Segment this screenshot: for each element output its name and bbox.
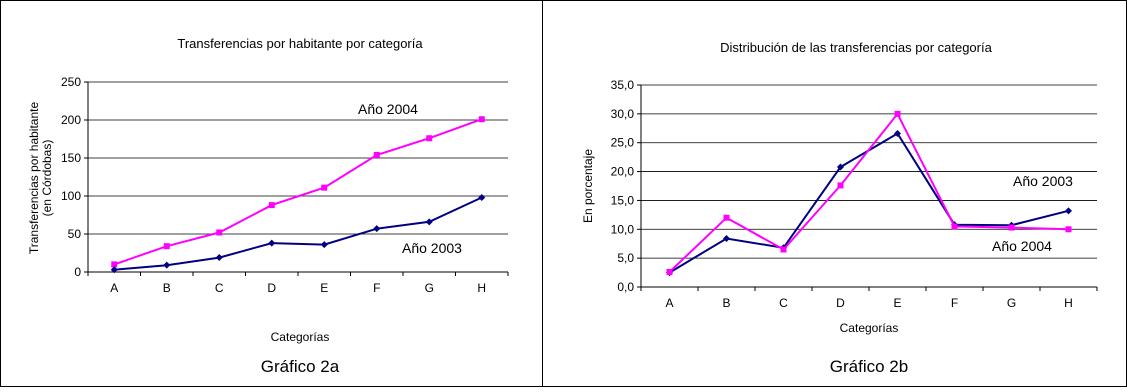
chart-2b-data-point (951, 223, 958, 230)
chart-2a-y-tick-label: 200 (61, 113, 81, 127)
chart-2b-y-tick-label: 35,0 (611, 78, 635, 92)
chart-2a-x-tick-label: F (373, 281, 380, 295)
chart-2b-x-tick-label: H (1064, 296, 1073, 310)
chart-2b-x-tick-label: E (893, 296, 901, 310)
chart-2b-x-tick-label: C (779, 296, 788, 310)
chart-2a-data-point (373, 151, 380, 158)
chart-2b-y-tick-label: 0,0 (617, 280, 634, 294)
chart-2b-y-tick-label: 20,0 (611, 165, 635, 179)
chart-2a: Transferencias por habitante por categor… (27, 36, 509, 376)
chart-2b-x-tick-label: F (951, 296, 958, 310)
chart-2a-y-tick-label: 250 (61, 75, 81, 89)
chart-2a-y-tick-label: 0 (74, 265, 81, 279)
chart-2b-data-point (894, 110, 901, 117)
chart-2b-data-point (1065, 226, 1072, 233)
chart-2b-data-point (723, 235, 730, 243)
chart-2a-x-axis-label: Categorías (271, 330, 330, 344)
chart-2a-series-label-2004: Año 2004 (358, 101, 418, 117)
chart-2a-data-point (426, 135, 433, 142)
chart-2b-x-tick-label: D (836, 296, 845, 310)
chart-2b-x-tick-label: B (722, 296, 730, 310)
chart-2a-data-point (163, 261, 171, 269)
chart-2b-y-tick-label: 15,0 (611, 193, 635, 207)
chart-2a-data-point (478, 194, 486, 202)
chart-2a-y-tick-label: 50 (68, 227, 82, 241)
chart-2a-data-point (425, 218, 433, 226)
chart-2b: Distribución de las transferencias por c… (581, 40, 1098, 376)
chart-2a-data-point (216, 229, 223, 236)
chart-2b-series-label-2004: Año 2004 (992, 238, 1052, 254)
chart-2a-y-axis-label: Transferencias por habitante (en Córdoba… (27, 102, 54, 255)
chart-2a-series-line (113, 118, 483, 266)
chart-2a-data-point (268, 202, 275, 209)
chart-2b-data-point (666, 268, 673, 275)
chart-2b-caption: Gráfico 2b (830, 357, 908, 376)
chart-2a-y-tick-label: 100 (61, 189, 81, 203)
chart-2a-x-tick-label: D (267, 281, 276, 295)
chart-2a-y-axis-label-line2: (en Córdobas) (40, 140, 54, 217)
chart-2b-x-axis-label: Categorías (840, 321, 899, 335)
chart-2b-y-axis-label: En porcentaje (581, 149, 595, 223)
chart-2a-data-point (268, 239, 276, 247)
chart-2a-data-point (373, 225, 381, 233)
chart-2a-x-tick-label: H (477, 281, 486, 295)
chart-2b-data-point (837, 163, 844, 171)
chart-2b-x-tick-label: G (1007, 296, 1016, 310)
chart-2b-x-tick-label: A (665, 296, 673, 310)
chart-2b-series-line (668, 112, 1069, 273)
chart-2a-x-tick-label: G (425, 281, 434, 295)
chart-2b-data-point (723, 214, 730, 221)
chart-2b-y-tick-label: 5,0 (617, 251, 634, 265)
chart-2b-series-label-2003: Año 2003 (1013, 173, 1073, 189)
chart-2a-x-tick-label: C (215, 281, 224, 295)
chart-2a-data-point (321, 184, 328, 191)
chart-2b-data-point (1008, 224, 1015, 231)
chart-2b-data-point (837, 182, 844, 189)
chart-2a-y-tick-label: 150 (61, 151, 81, 165)
chart-2b-y-tick-label: 30,0 (611, 107, 635, 121)
chart-2b-y-tick-label: 25,0 (611, 136, 635, 150)
chart-2b-data-point (1065, 207, 1072, 215)
chart-2a-data-point (215, 254, 223, 262)
chart-2a-data-point (163, 243, 170, 250)
chart-2a-series-line (114, 196, 483, 271)
chart-2a-data-point (110, 266, 118, 274)
chart-2a-x-tick-label: E (320, 281, 328, 295)
chart-2a-data-point (478, 116, 485, 123)
chart-2b-data-point (894, 129, 901, 137)
chart-2a-data-point (111, 261, 118, 268)
chart-2a-x-tick-label: B (163, 281, 171, 295)
chart-2a-series-label-2003: Año 2003 (402, 240, 462, 256)
chart-2a-caption: Gráfico 2a (261, 357, 340, 376)
chart-2a-y-axis-label-line1: Transferencias por habitante (27, 102, 41, 255)
chart-2b-y-tick-label: 10,0 (611, 222, 635, 236)
chart-2b-title: Distribución de las transferencias por c… (720, 40, 992, 55)
chart-2b-data-point (780, 246, 787, 253)
chart-2a-x-tick-label: A (110, 281, 118, 295)
chart-2a-title: Transferencias por habitante por categor… (177, 36, 423, 51)
chart-2a-data-point (320, 241, 328, 249)
